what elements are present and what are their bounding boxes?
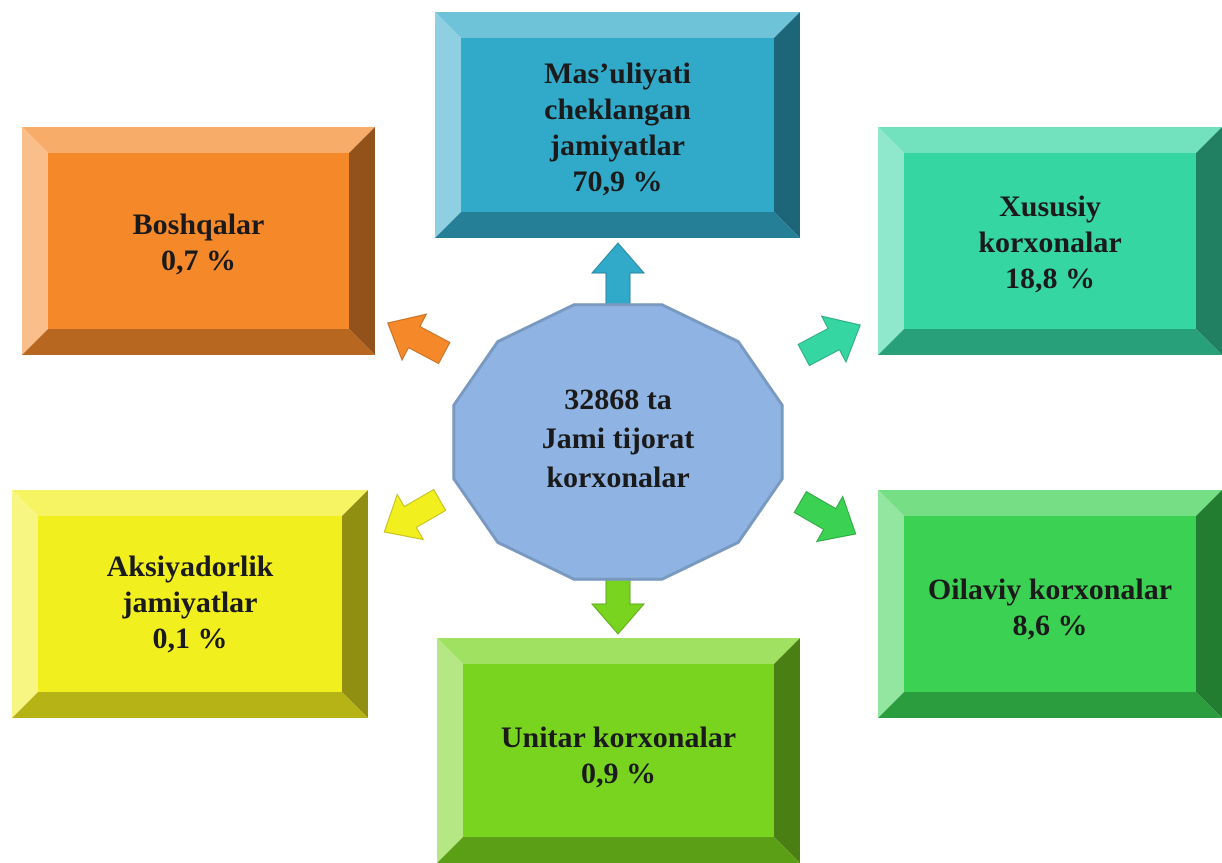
node-label: 8,6 % — [1013, 609, 1088, 642]
bevel-top — [878, 490, 1222, 516]
center-label: korxonalar — [546, 461, 689, 494]
bevel-right — [349, 127, 375, 355]
node-label: Unitar korxonalar — [501, 721, 736, 754]
bevel-right — [774, 12, 800, 238]
bevel-top — [878, 127, 1222, 153]
box-face — [48, 153, 349, 329]
bevel-top — [437, 638, 800, 664]
bevel-bottom — [878, 692, 1222, 718]
node-label: cheklangan — [544, 93, 691, 126]
bevel-top — [435, 12, 800, 38]
center-shape — [452, 303, 784, 581]
node-label: Xususiy — [999, 190, 1101, 223]
bevel-left — [878, 127, 904, 355]
bevel-top — [12, 490, 368, 516]
node-label: korxonalar — [978, 226, 1121, 259]
bevel-bottom — [22, 329, 375, 355]
bevel-left — [437, 638, 463, 863]
bevel-left — [22, 127, 48, 355]
center-label: 32868 ta — [564, 383, 672, 416]
arrow — [793, 490, 857, 543]
node-label: 70,9 % — [573, 165, 663, 198]
node-label: jamiyatlar — [549, 129, 685, 162]
arrow — [590, 242, 646, 308]
arrow — [387, 313, 451, 365]
bevel-bottom — [435, 212, 800, 238]
node-label: 18,8 % — [1005, 262, 1095, 295]
node-label: Oilaviy korxonalar — [928, 573, 1172, 606]
bevel-bottom — [437, 837, 800, 863]
center-label: Jami tijorat — [542, 422, 694, 455]
bevel-right — [1196, 490, 1222, 718]
bevel-left — [435, 12, 461, 238]
node-label: 0,7 % — [161, 244, 236, 277]
node-label: Aksiyadorlik — [107, 550, 274, 583]
bevel-right — [1196, 127, 1222, 355]
bevel-right — [774, 638, 800, 863]
bevel-bottom — [12, 692, 368, 718]
box-face — [904, 153, 1196, 329]
arrow — [383, 488, 447, 541]
bevel-top — [22, 127, 375, 153]
node-label: jamiyatlar — [122, 586, 258, 619]
node-label: Boshqalar — [133, 208, 265, 241]
node-label: Mas’uliyati — [544, 57, 691, 90]
bevel-right — [342, 490, 368, 718]
node-label: 0,9 % — [581, 757, 656, 790]
box-face — [463, 664, 774, 837]
box-face — [38, 516, 342, 692]
node-label: 0,1 % — [153, 622, 228, 655]
box-face — [461, 38, 774, 212]
arrow — [797, 315, 861, 367]
bevel-left — [878, 490, 904, 718]
box-face — [904, 516, 1196, 692]
bevel-left — [12, 490, 38, 718]
bevel-bottom — [878, 329, 1222, 355]
